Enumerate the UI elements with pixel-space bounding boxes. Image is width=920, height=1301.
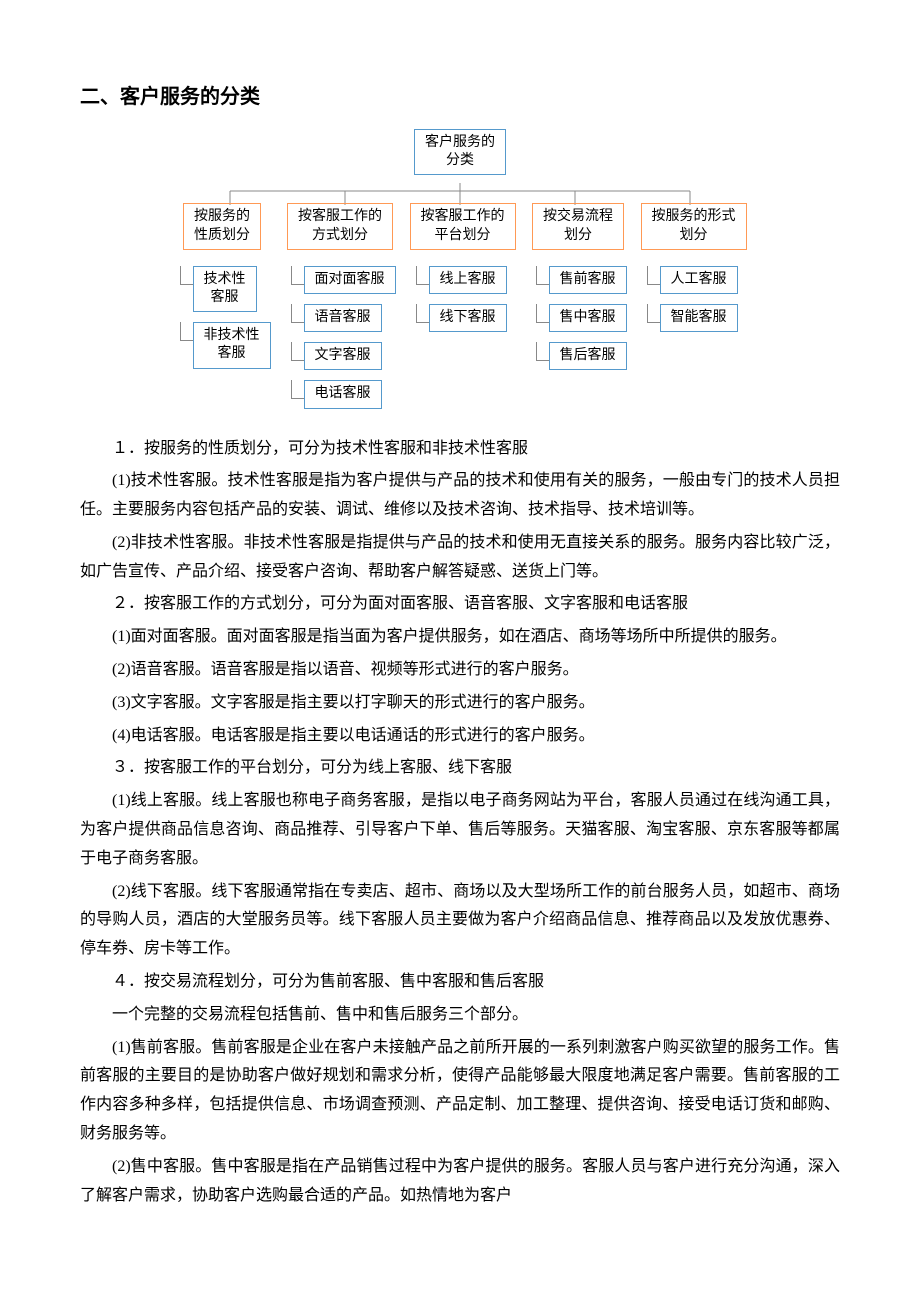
leaf-node: 人工客服: [660, 266, 738, 294]
leaf-node: 售中客服: [549, 304, 627, 332]
root-node: 客户服务的 分类: [414, 129, 506, 175]
paragraph: 一个完整的交易流程包括售前、售中和售后服务三个部分。: [80, 1001, 840, 1030]
leaf-node: 售后客服: [549, 342, 627, 370]
paragraph: ４．按交易流程划分，可分为售前客服、售中客服和售后客服: [80, 968, 840, 997]
leaf-node: 技术性 客服: [193, 266, 257, 312]
leaf-node: 电话客服: [304, 380, 382, 408]
paragraph: (2)售中客服。售中客服是指在产品销售过程中为客户提供的服务。客服人员与客户进行…: [80, 1153, 840, 1211]
category-node: 按客服工作的 方式划分: [287, 203, 393, 249]
leaf-node: 线上客服: [429, 266, 507, 294]
paragraph: ３．按客服工作的平台划分，可分为线上客服、线下客服: [80, 754, 840, 783]
paragraph: (1)售前客服。售前客服是企业在客户未接触产品之前所开展的一系列刺激客户购买欲望…: [80, 1034, 840, 1149]
leaf-node: 线下客服: [429, 304, 507, 332]
paragraph: (2)非技术性客服。非技术性客服是指提供与产品的技术和使用无直接关系的服务。服务…: [80, 529, 840, 587]
category-node: 按服务的 性质划分: [183, 203, 261, 249]
paragraph: (2)线下客服。线下客服通常指在专卖店、超市、商场以及大型场所工作的前台服务人员…: [80, 878, 840, 964]
paragraph: (1)面对面客服。面对面客服是指当面为客户提供服务，如在酒店、商场等场所中所提供…: [80, 623, 840, 652]
leaf-node: 智能客服: [660, 304, 738, 332]
category-node: 按服务的形式 划分: [641, 203, 747, 249]
paragraph: (2)语音客服。语音客服是指以语音、视频等形式进行的客户服务。: [80, 656, 840, 685]
classification-diagram: 客户服务的 分类按服务的 性质划分技术性 客服非技术性 客服 按客服工作的 方式划…: [80, 129, 840, 415]
paragraph: (3)文字客服。文字客服是指主要以打字聊天的形式进行的客户服务。: [80, 689, 840, 718]
leaf-node: 语音客服: [304, 304, 382, 332]
leaf-node: 售前客服: [549, 266, 627, 294]
category-node: 按客服工作的 平台划分: [410, 203, 516, 249]
paragraph: (1)线上客服。线上客服也称电子商务客服，是指以电子商务网站为平台，客服人员通过…: [80, 787, 840, 873]
body-text: １．按服务的性质划分，可分为技术性客服和非技术性客服 (1)技术性客服。技术性客服…: [80, 435, 840, 1211]
paragraph: (1)技术性客服。技术性客服是指为客户提供与产品的技术和使用有关的服务，一般由专…: [80, 467, 840, 525]
paragraph: １．按服务的性质划分，可分为技术性客服和非技术性客服: [80, 435, 840, 464]
leaf-node: 非技术性 客服: [193, 322, 271, 368]
paragraph: (4)电话客服。电话客服是指主要以电话通话的形式进行的客户服务。: [80, 722, 840, 751]
category-node: 按交易流程 划分: [532, 203, 624, 249]
paragraph: ２．按客服工作的方式划分，可分为面对面客服、语音客服、文字客服和电话客服: [80, 590, 840, 619]
leaf-node: 面对面客服: [304, 266, 396, 294]
section-heading: 二、客户服务的分类: [80, 80, 840, 109]
leaf-node: 文字客服: [304, 342, 382, 370]
